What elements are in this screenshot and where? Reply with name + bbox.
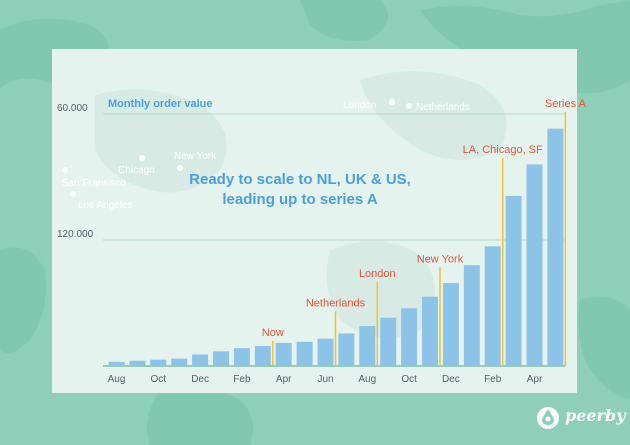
- city-chicago: Chicago: [118, 165, 155, 176]
- y-tick-120000: 60.000: [57, 103, 88, 114]
- bar-1: [129, 360, 146, 366]
- bar-16: [442, 283, 459, 366]
- bar-19: [505, 195, 522, 366]
- milestone-label-5: Series A: [545, 98, 587, 110]
- headline-line-2: leading up to series A: [222, 191, 377, 208]
- peerby-logo-icon: [537, 407, 559, 429]
- y-axis-label: Monthly order value: [108, 98, 213, 110]
- city-san-fransisco: San Fransisco: [62, 178, 126, 189]
- bar-21: [547, 128, 564, 366]
- x-tick-1: Oct: [151, 374, 167, 385]
- bar-4: [192, 354, 209, 366]
- headline-line-1: Ready to scale to NL, UK & US,: [189, 171, 411, 188]
- milestone-markers: Now Netherlands London New York LA, Chicago,…: [262, 98, 587, 366]
- panel-map-shapes: [95, 71, 507, 338]
- bar-20: [526, 164, 543, 366]
- bar-12: [359, 326, 376, 366]
- x-tick-9: Feb: [484, 374, 502, 385]
- bar-15: [422, 296, 438, 366]
- city-netherlands: Netherlands: [416, 102, 470, 113]
- x-tick-0: Aug: [108, 374, 126, 385]
- x-tick-4: Apr: [276, 374, 292, 385]
- bar-series: [108, 128, 564, 366]
- city-new-york: New York: [174, 151, 217, 162]
- x-tick-6: Aug: [358, 374, 376, 385]
- milestone-label-0: Now: [262, 327, 284, 339]
- brand-name: peerby: [565, 406, 626, 425]
- x-tick-7: Oct: [401, 374, 417, 385]
- milestone-label-3: New York: [417, 253, 464, 265]
- bar-0: [108, 361, 125, 366]
- map-city-labels: San Fransisco Los Angeles Chicago New Yo…: [62, 99, 470, 211]
- x-axis-tick-labels: Aug Oct Dec Feb Apr Jun Aug Oct Dec Feb Apr: [108, 374, 543, 385]
- bar-2: [150, 359, 167, 366]
- bar-9: [296, 341, 313, 366]
- city-london: London: [343, 100, 376, 111]
- bar-10: [317, 338, 334, 366]
- milestone-label-4: LA, Chicago, SF: [463, 144, 543, 156]
- bar-5: [213, 351, 229, 366]
- bar-6: [233, 348, 250, 366]
- x-tick-5: Jun: [317, 374, 333, 385]
- bar-17: [463, 265, 480, 366]
- y-tick-60000: 120.000: [57, 229, 94, 240]
- bar-8: [275, 342, 292, 366]
- bar-3: [171, 358, 188, 366]
- peerby-logo: [537, 407, 559, 429]
- x-tick-10: Apr: [527, 374, 543, 385]
- x-tick-2: Dec: [191, 374, 209, 385]
- bar-18: [484, 246, 501, 366]
- bar-7: [254, 346, 271, 366]
- bar-13: [380, 317, 397, 366]
- bar-11: [338, 333, 355, 366]
- x-tick-3: Feb: [233, 374, 251, 385]
- x-tick-8: Dec: [442, 374, 460, 385]
- milestone-label-2: London: [359, 268, 396, 280]
- bar-14: [401, 308, 418, 366]
- city-los-angeles: Los Angeles: [78, 200, 133, 211]
- milestone-label-1: Netherlands: [306, 297, 366, 309]
